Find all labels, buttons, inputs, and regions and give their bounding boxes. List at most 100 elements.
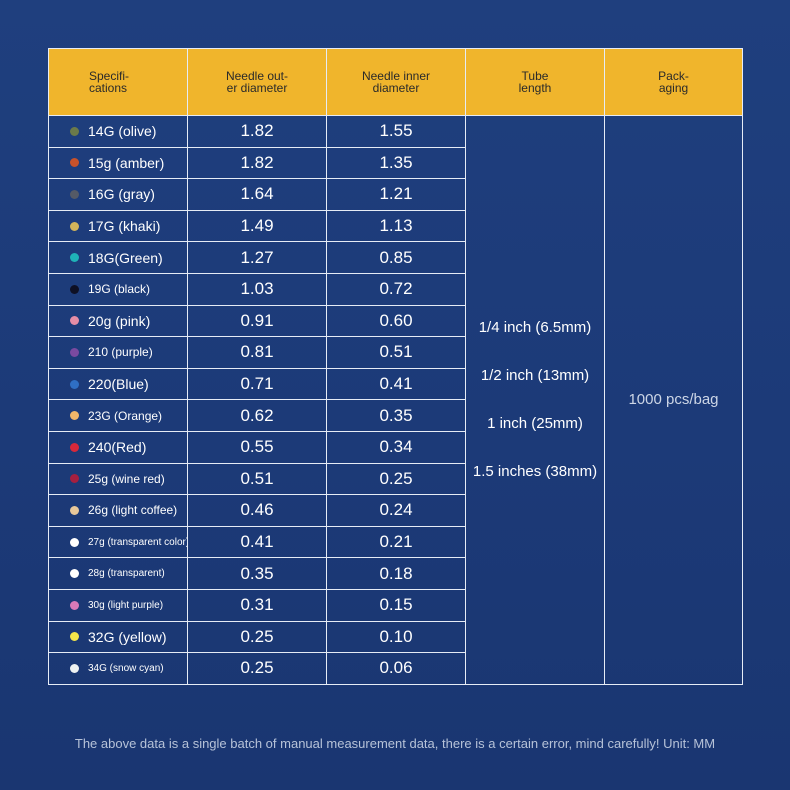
color-swatch-icon <box>70 505 79 515</box>
h-inner-text: Needle inner diameter <box>361 69 431 95</box>
outer-diameter-cell: 0.46 <box>187 494 327 527</box>
color-swatch-icon <box>70 221 79 231</box>
inner-diameter-cell: 0.85 <box>326 241 466 274</box>
outer-diameter-cell: 0.25 <box>187 652 327 685</box>
color-swatch-icon <box>70 569 79 579</box>
inner-diameter-cell: 0.60 <box>326 304 466 338</box>
outer-diameter-cell: 0.71 <box>187 367 327 401</box>
gauge-label: 19G (black) <box>88 282 151 297</box>
inner-diameter-cell: 0.18 <box>326 557 466 590</box>
gauge-cell: 28g (transparent) <box>48 557 188 590</box>
inner-diameter-cell: 0.35 <box>326 399 466 432</box>
gauge-cell: 220(Blue) <box>48 367 188 401</box>
table-row: 14G (olive) 1.82 1.55 1/4 inch (6.5mm) 1/2 i… <box>48 115 743 685</box>
table-row: 240(Red) 0.55 0.34 <box>48 430 743 464</box>
gauge-label: 25g (wine red) <box>88 471 165 486</box>
table-row: 28g (transparent) 0.35 0.18 <box>48 557 743 590</box>
gauge-cell: 26g (light coffee) <box>48 494 188 527</box>
gauge-cell: 16G (gray) <box>48 178 188 211</box>
header-inner-diameter: Needle inner diameter <box>326 48 466 116</box>
footer-note: The above data is a single batch of manu… <box>74 736 716 751</box>
gauge-label: 16G (gray) <box>88 186 155 203</box>
table-row: 220(Blue) 0.71 0.41 <box>48 367 743 401</box>
color-swatch-icon <box>70 411 79 421</box>
table-row: 34G (snow cyan) 0.25 0.06 <box>48 652 743 685</box>
gauge-label: 27g (transparent color) <box>88 536 188 548</box>
tube-length-option: 1.5 inches (38mm) <box>472 462 598 480</box>
inner-diameter-cell: 0.21 <box>326 525 466 559</box>
gauge-cell: 14G (olive) <box>48 115 188 148</box>
inner-diameter-cell: 0.24 <box>326 494 466 527</box>
color-swatch-icon <box>70 632 79 642</box>
color-swatch-icon <box>70 189 79 199</box>
gauge-label: 23G (Orange) <box>88 408 163 423</box>
gauge-cell: 20g (pink) <box>48 304 188 338</box>
color-swatch-icon <box>70 347 79 357</box>
tube-length-option: 1/2 inch (13mm) <box>480 366 590 384</box>
header-tube-length: Tube length <box>465 48 605 116</box>
outer-diameter-cell: 1.64 <box>187 178 327 211</box>
inner-diameter-cell: 0.72 <box>326 272 466 306</box>
outer-diameter-cell: 0.91 <box>187 304 327 338</box>
h-tube-text: Tube length <box>518 69 552 95</box>
gauge-label: 17G (khaki) <box>88 218 161 235</box>
color-swatch-icon <box>70 442 79 452</box>
packaging-cell: 1000 pcs/bag <box>604 115 743 685</box>
gauge-label: 240(Red) <box>88 439 147 456</box>
gauge-cell: 240(Red) <box>48 430 188 464</box>
color-swatch-icon <box>70 600 79 610</box>
color-swatch-icon <box>70 474 79 484</box>
gauge-label: 20g (pink) <box>88 312 151 329</box>
gauge-cell: 30g (light purple) <box>48 588 188 622</box>
inner-diameter-cell: 0.41 <box>326 367 466 401</box>
color-swatch-icon <box>70 663 79 673</box>
outer-diameter-cell: 0.62 <box>187 399 327 432</box>
color-swatch-icon <box>70 158 79 168</box>
table-row: 17G (khaki) 1.49 1.13 <box>48 209 743 243</box>
outer-diameter-cell: 1.49 <box>187 209 327 243</box>
tube-length-option: 1 inch (25mm) <box>487 414 583 432</box>
header-specifications: Specifi-cations <box>48 48 188 116</box>
gauge-label: 30g (light purple) <box>88 599 164 611</box>
tube-length-cell: 1/4 inch (6.5mm) 1/2 inch (13mm) 1 inch (2… <box>465 115 605 685</box>
gauge-label: 26g (light coffee) <box>88 503 178 518</box>
table-row: 23G (Orange) 0.62 0.35 <box>48 399 743 432</box>
color-swatch-icon <box>70 379 79 389</box>
gauge-label: 14G (olive) <box>88 123 157 140</box>
inner-diameter-cell: 1.55 <box>326 115 466 148</box>
table-row: 19G (black) 1.03 0.72 <box>48 272 743 306</box>
header-row: Specifi-cations Needle out-er diameter N… <box>48 48 743 116</box>
h-spec-text: Specifi-cations <box>89 69 130 95</box>
outer-diameter-cell: 0.81 <box>187 336 327 369</box>
outer-diameter-cell: 0.31 <box>187 588 327 622</box>
gauge-label: 220(Blue) <box>88 376 149 393</box>
table-row: 32G (yellow) 0.25 0.10 <box>48 620 743 654</box>
inner-diameter-cell: 0.06 <box>326 652 466 685</box>
gauge-cell: 34G (snow cyan) <box>48 652 188 685</box>
outer-diameter-cell: 1.82 <box>187 115 327 148</box>
gauge-label: 32G (yellow) <box>88 628 167 645</box>
inner-diameter-cell: 0.10 <box>326 620 466 654</box>
color-swatch-icon <box>70 126 79 136</box>
tube-length-option: 1/4 inch (6.5mm) <box>478 318 592 336</box>
table-row: 20g (pink) 0.91 0.60 <box>48 304 743 338</box>
inner-diameter-cell: 0.51 <box>326 336 466 369</box>
header-outer-diameter: Needle out-er diameter <box>187 48 327 116</box>
gauge-label: 34G (snow cyan) <box>88 662 164 674</box>
outer-diameter-cell: 0.41 <box>187 525 327 559</box>
inner-diameter-cell: 0.34 <box>326 430 466 464</box>
outer-diameter-cell: 1.03 <box>187 272 327 306</box>
gauge-cell: 32G (yellow) <box>48 620 188 654</box>
table-row: 16G (gray) 1.64 1.21 <box>48 178 743 211</box>
outer-diameter-cell: 0.55 <box>187 430 327 464</box>
gauge-cell: 17G (khaki) <box>48 209 188 243</box>
inner-diameter-cell: 1.13 <box>326 209 466 243</box>
color-swatch-icon <box>70 284 79 294</box>
inner-diameter-cell: 0.25 <box>326 462 466 496</box>
outer-diameter-cell: 0.35 <box>187 557 327 590</box>
gauge-cell: 18G(Green) <box>48 241 188 274</box>
outer-diameter-cell: 0.25 <box>187 620 327 654</box>
color-swatch-icon <box>70 537 79 547</box>
spec-table: Specifi-cations Needle out-er diameter N… <box>48 48 743 685</box>
